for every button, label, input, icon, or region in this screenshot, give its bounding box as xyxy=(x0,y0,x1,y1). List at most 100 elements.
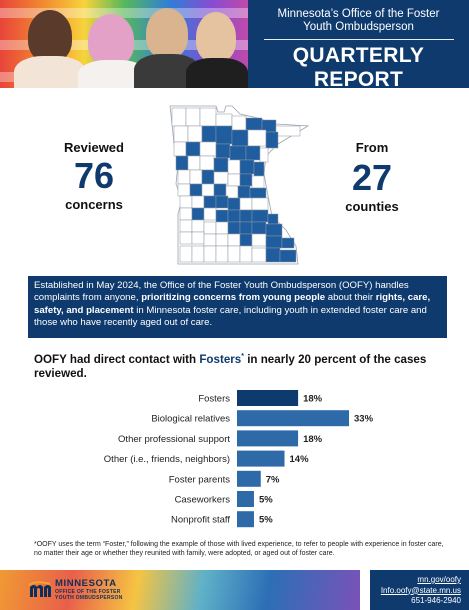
county-57 xyxy=(267,213,279,225)
minnesota-county-map xyxy=(169,105,310,265)
logo-minnesota: MINNESOTA xyxy=(55,578,117,589)
footnote: *OOFY uses the term “Foster,” following … xyxy=(34,541,444,557)
contact-bar-chart: Fosters 18% Biological relatives 33% Other p… xyxy=(104,390,374,528)
person-1 xyxy=(28,10,72,62)
person-3 xyxy=(146,8,188,58)
county-81 xyxy=(251,247,267,263)
intro-text-2: about their xyxy=(325,292,376,304)
county-24 xyxy=(199,155,215,171)
person-4 xyxy=(196,12,236,62)
county-14 xyxy=(265,131,279,149)
county-49 xyxy=(251,197,269,211)
county-27 xyxy=(239,159,255,175)
county-77 xyxy=(203,245,217,263)
county-20 xyxy=(245,145,261,161)
title-divider xyxy=(263,39,454,40)
county-74 xyxy=(281,237,295,249)
header: Minnesota’s Office of the Foster Youth O… xyxy=(0,0,469,105)
intro-text-1: Established in May 2024, the Office of t… xyxy=(34,280,409,304)
county-32 xyxy=(213,171,229,185)
stat-reviewed-label: Reviewed xyxy=(64,140,124,155)
bar-value-0: 18% xyxy=(303,394,323,405)
county-59 xyxy=(191,219,205,233)
website-link[interactable]: mn.gov/oofy xyxy=(417,575,461,584)
county-13 xyxy=(247,129,267,147)
county-43 xyxy=(179,195,193,209)
person-1-shirt xyxy=(14,56,86,88)
footer: MINNESOTA OFFICE OF THE FOSTER YOUTH OMB… xyxy=(0,570,469,610)
bar-value-5: 5% xyxy=(259,495,273,506)
bar-value-3: 14% xyxy=(290,454,310,465)
stat-from-label: From xyxy=(355,140,389,155)
contact-panel: mn.gov/oofy Info.oofy@state.mn.us 651-94… xyxy=(370,570,469,610)
county-1 xyxy=(185,107,201,127)
county-30 xyxy=(189,169,203,185)
bar-value-1: 33% xyxy=(354,414,374,425)
bar-label-1: Biological relatives xyxy=(151,414,230,425)
bar-value-6: 5% xyxy=(259,515,273,526)
county-0 xyxy=(171,107,187,127)
county-5 xyxy=(245,117,263,131)
phone-number: 651-946-2940 xyxy=(411,596,461,605)
county-28 xyxy=(253,161,265,177)
county-7 xyxy=(275,125,301,137)
stat-reviewed-unit: concerns xyxy=(65,197,123,212)
county-73 xyxy=(265,235,283,249)
stat-reviewed: Reviewed 76 concerns xyxy=(46,140,142,212)
intro-bold-2: rights, care, safety, and placement xyxy=(34,292,431,316)
county-78 xyxy=(215,245,229,263)
stat-reviewed-value: 76 xyxy=(73,155,115,196)
county-15 xyxy=(173,141,187,157)
county-39 xyxy=(213,183,227,197)
stat-counties-unit: counties xyxy=(345,199,399,214)
bar-label-5: Caseworkers xyxy=(175,495,231,506)
office-name-line1: Minnesota’s Office of the Foster xyxy=(277,8,440,20)
county-22 xyxy=(175,155,189,171)
county-2 xyxy=(199,107,217,127)
county-12 xyxy=(231,129,249,147)
bar-5 xyxy=(237,491,254,507)
county-17 xyxy=(199,141,217,157)
title-panel: Minnesota’s Office of the Foster Youth O… xyxy=(248,0,469,105)
county-50 xyxy=(179,207,193,221)
county-11 xyxy=(215,125,233,145)
county-19 xyxy=(229,145,247,161)
county-83 xyxy=(279,249,297,263)
county-38 xyxy=(201,183,215,197)
county-70 xyxy=(227,233,241,247)
bar-label-3: Other (i.e., friends, neighbors) xyxy=(104,454,230,465)
county-42 xyxy=(249,187,267,199)
county-63 xyxy=(239,221,253,235)
county-31 xyxy=(201,169,215,185)
stat-counties: From 27 counties xyxy=(322,140,422,214)
person-2 xyxy=(88,14,134,66)
county-61 xyxy=(215,221,229,235)
bar-value-4: 7% xyxy=(266,474,280,485)
county-51 xyxy=(191,207,205,221)
county-33 xyxy=(227,173,241,187)
county-45 xyxy=(203,195,217,209)
county-10 xyxy=(201,125,217,143)
county-9 xyxy=(187,125,203,143)
county-66 xyxy=(179,231,193,245)
report-title: QUARTERLY REPORT xyxy=(292,44,425,91)
county-44 xyxy=(191,195,205,209)
county-56 xyxy=(251,209,269,223)
county-34 xyxy=(239,173,253,187)
oofy-logo: MINNESOTA OFFICE OF THE FOSTER YOUTH OMB… xyxy=(28,577,123,603)
chart-heading-highlight: Fosters xyxy=(199,352,242,366)
intro-panel: Established in May 2024, the Office of t… xyxy=(28,276,447,338)
email-link[interactable]: Info.oofy@state.mn.us xyxy=(380,585,461,595)
county-47 xyxy=(227,197,241,211)
county-16 xyxy=(185,141,201,157)
county-68 xyxy=(203,233,217,247)
county-82 xyxy=(265,247,281,263)
county-26 xyxy=(227,159,241,175)
chart-heading-post: in nearly 20 percent of the cases review… xyxy=(34,352,427,380)
county-52 xyxy=(203,207,217,221)
bar-0 xyxy=(237,390,299,406)
county-71 xyxy=(239,233,253,247)
county-54 xyxy=(227,209,241,223)
bar-3 xyxy=(237,450,285,467)
county-72 xyxy=(251,233,267,247)
